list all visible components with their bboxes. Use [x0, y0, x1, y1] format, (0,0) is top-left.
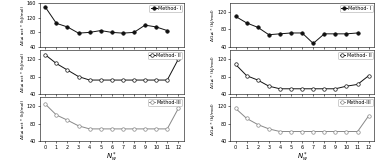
Method-III	[54, 114, 59, 116]
Method- II	[143, 79, 147, 81]
Method-III	[98, 128, 103, 130]
Legend: Method- I: Method- I	[340, 5, 373, 12]
Method- I	[344, 33, 349, 35]
Method- II	[76, 76, 81, 78]
Method-III	[65, 119, 70, 121]
Method- I	[266, 34, 271, 36]
Line: Method- II: Method- II	[234, 63, 370, 90]
Method- I	[87, 31, 92, 33]
Method- II	[176, 58, 181, 60]
Method- I	[233, 15, 238, 17]
Method- II	[278, 88, 282, 90]
Method- II	[322, 88, 327, 90]
Method- II	[132, 79, 136, 81]
Method- I	[65, 26, 70, 28]
X-axis label: $N_w^*$: $N_w^*$	[106, 150, 118, 164]
Method-III	[322, 130, 327, 132]
Method- II	[366, 75, 371, 77]
Method- I	[110, 31, 114, 33]
Method- I	[121, 32, 125, 34]
Line: Method- I: Method- I	[43, 5, 169, 35]
Method-III	[43, 103, 48, 105]
Method-III	[76, 125, 81, 127]
Method- II	[300, 88, 304, 90]
Legend: Method- I: Method- I	[149, 5, 183, 12]
Y-axis label: ΔG≠ * (kJ/mol): ΔG≠ * (kJ/mol)	[211, 56, 215, 88]
Method-III	[333, 130, 338, 132]
Method-III	[110, 128, 114, 130]
Method- I	[165, 30, 169, 32]
Method- II	[165, 79, 169, 81]
Method- I	[54, 22, 59, 24]
Method- I	[76, 32, 81, 34]
Method- II	[98, 79, 103, 81]
Legend: Method- II: Method- II	[338, 52, 373, 59]
Method- I	[311, 42, 316, 44]
Legend: Method-III: Method-III	[148, 99, 183, 106]
Method-III	[245, 117, 249, 119]
Method- I	[132, 31, 136, 33]
Method- I	[154, 26, 158, 28]
Method- I	[289, 32, 293, 34]
Method-III	[176, 107, 181, 109]
Line: Method- II: Method- II	[43, 53, 180, 82]
Method- II	[43, 54, 48, 56]
Line: Method-III: Method-III	[43, 102, 180, 131]
Method- II	[256, 79, 260, 81]
Legend: Method- II: Method- II	[148, 52, 183, 59]
Y-axis label: ΔE≠ act * (kJ/mol): ΔE≠ act * (kJ/mol)	[21, 100, 25, 139]
Method-III	[266, 128, 271, 130]
Method- II	[65, 69, 70, 71]
Method- II	[311, 88, 316, 90]
Method- II	[344, 85, 349, 87]
Method- II	[110, 79, 114, 81]
Method- II	[87, 79, 92, 81]
Method- I	[322, 33, 327, 35]
Method-III	[278, 130, 282, 132]
Method- I	[43, 6, 48, 8]
Line: Method-III: Method-III	[234, 107, 370, 133]
Y-axis label: ΔG≠ * (kJ/mol): ΔG≠ * (kJ/mol)	[211, 9, 215, 41]
Legend: Method-III: Method-III	[338, 99, 373, 106]
Method-III	[143, 128, 147, 130]
Y-axis label: ΔG≠ * (kJ/mol): ΔG≠ * (kJ/mol)	[211, 103, 215, 135]
Method-III	[165, 128, 169, 130]
Method-III	[300, 130, 304, 132]
Method- I	[355, 32, 360, 34]
Method- II	[245, 75, 249, 77]
Method- I	[300, 32, 304, 34]
Method-III	[311, 130, 316, 132]
Method-III	[233, 107, 238, 109]
Method-III	[132, 128, 136, 130]
Y-axis label: ΔE≠ act * (kJ/mol): ΔE≠ act * (kJ/mol)	[21, 5, 25, 45]
Method- I	[278, 33, 282, 35]
Method- I	[256, 26, 260, 28]
Line: Method- I: Method- I	[234, 15, 359, 45]
Method-III	[87, 128, 92, 130]
Method- I	[245, 22, 249, 24]
Method- II	[54, 62, 59, 64]
Method- I	[143, 24, 147, 26]
Method-III	[121, 128, 125, 130]
Method-III	[256, 124, 260, 125]
Method-III	[344, 130, 349, 132]
Method- II	[289, 88, 293, 90]
Method-III	[355, 130, 360, 132]
X-axis label: $N_w^*$: $N_w^*$	[296, 150, 308, 164]
Method- I	[98, 30, 103, 32]
Method- II	[266, 85, 271, 87]
Method- II	[154, 79, 158, 81]
Method- II	[121, 79, 125, 81]
Y-axis label: ΔE≠ act * (kJ/mol): ΔE≠ act * (kJ/mol)	[21, 53, 25, 92]
Method- II	[333, 88, 338, 90]
Method- II	[233, 63, 238, 65]
Method-III	[289, 130, 293, 132]
Method-III	[154, 128, 158, 130]
Method- II	[355, 83, 360, 85]
Method-III	[366, 115, 371, 117]
Method- I	[333, 33, 338, 35]
